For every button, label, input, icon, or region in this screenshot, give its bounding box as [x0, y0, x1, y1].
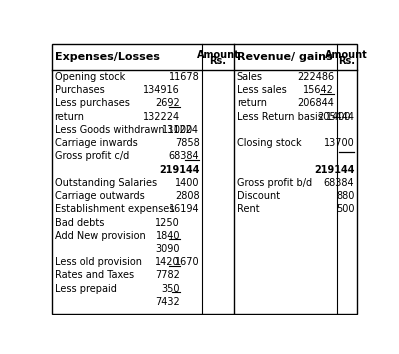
Text: 205444: 205444 — [318, 112, 354, 121]
Text: Revenue/ gains: Revenue/ gains — [237, 52, 332, 62]
Text: 500: 500 — [336, 204, 354, 214]
Text: Carriage inwards: Carriage inwards — [55, 138, 137, 148]
Text: 219144: 219144 — [314, 165, 354, 175]
Text: 7858: 7858 — [175, 138, 200, 148]
Text: Opening stock: Opening stock — [55, 72, 125, 82]
Text: 132224: 132224 — [143, 112, 180, 121]
Text: Rs.: Rs. — [209, 56, 227, 66]
Text: 219144: 219144 — [159, 165, 200, 175]
Text: Less Return basis 1400: Less Return basis 1400 — [237, 112, 350, 121]
Text: Less purchases: Less purchases — [55, 98, 129, 108]
Text: 880: 880 — [336, 191, 354, 201]
Text: 7432: 7432 — [155, 297, 180, 307]
Text: Less Goods withdrawn 1000: Less Goods withdrawn 1000 — [55, 125, 192, 135]
Text: 134916: 134916 — [143, 85, 180, 95]
Text: 1250: 1250 — [155, 217, 180, 228]
Text: Bad debts: Bad debts — [55, 217, 104, 228]
Text: return: return — [237, 98, 267, 108]
Text: Sales: Sales — [237, 72, 263, 82]
Text: 2808: 2808 — [175, 191, 200, 201]
Text: Rent: Rent — [237, 204, 259, 214]
Text: 2692: 2692 — [155, 98, 180, 108]
Text: 16194: 16194 — [169, 204, 200, 214]
Text: 1400: 1400 — [175, 178, 200, 188]
Text: Establishment expenses: Establishment expenses — [55, 204, 174, 214]
Text: Add New provision: Add New provision — [55, 231, 145, 241]
Text: Less prepaid: Less prepaid — [55, 284, 117, 294]
Text: 206844: 206844 — [297, 98, 334, 108]
Text: 350: 350 — [162, 284, 180, 294]
Text: Gross profit b/d: Gross profit b/d — [237, 178, 312, 188]
Text: 68384: 68384 — [169, 151, 200, 161]
Text: 1670: 1670 — [175, 257, 200, 267]
Text: Amount: Amount — [197, 50, 239, 60]
Text: Amount: Amount — [325, 50, 368, 60]
Text: Carriage outwards: Carriage outwards — [55, 191, 144, 201]
Text: Discount: Discount — [237, 191, 280, 201]
Text: 11678: 11678 — [169, 72, 200, 82]
Text: 1840: 1840 — [156, 231, 180, 241]
Text: Outstanding Salaries: Outstanding Salaries — [55, 178, 157, 188]
Text: Rates and Taxes: Rates and Taxes — [55, 270, 134, 280]
Text: 222486: 222486 — [297, 72, 334, 82]
Text: 15642: 15642 — [303, 85, 334, 95]
Text: Less old provision: Less old provision — [55, 257, 142, 267]
Text: 7782: 7782 — [155, 270, 180, 280]
Text: Expenses/Losses: Expenses/Losses — [55, 52, 159, 62]
Text: 68384: 68384 — [324, 178, 354, 188]
Text: 13700: 13700 — [324, 138, 354, 148]
Text: Rs.: Rs. — [338, 56, 355, 66]
Text: Gross profit c/d: Gross profit c/d — [55, 151, 129, 161]
Text: 1420: 1420 — [156, 257, 180, 267]
Text: Purchases: Purchases — [55, 85, 104, 95]
Text: 131224: 131224 — [162, 125, 200, 135]
Text: return: return — [55, 112, 85, 121]
Text: Closing stock: Closing stock — [237, 138, 301, 148]
Text: Less sales: Less sales — [237, 85, 286, 95]
Text: 3090: 3090 — [156, 244, 180, 254]
